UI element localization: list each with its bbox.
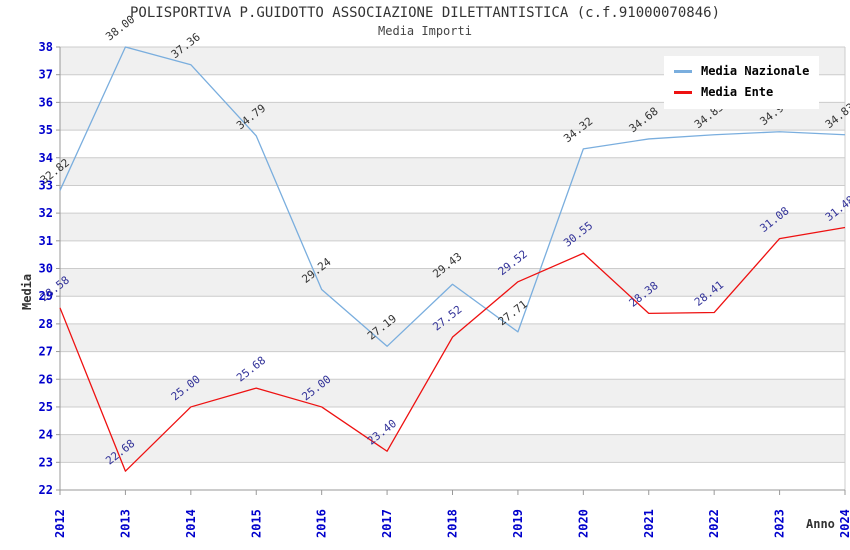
y-axis-tick-label: 28 (39, 317, 53, 331)
x-axis-tick-label: 2016 (315, 509, 329, 538)
x-axis-tick-label: 2022 (707, 509, 721, 538)
x-axis-tick-label: 2023 (773, 509, 787, 538)
y-axis-tick-label: 36 (39, 95, 53, 109)
y-axis-tick-label: 26 (39, 372, 53, 386)
legend-label-media-ente: Media Ente (701, 85, 774, 99)
y-axis-tick-label: 33 (39, 178, 53, 192)
x-axis-tick-label: 2014 (184, 509, 198, 538)
y-axis-tick-label: 38 (39, 40, 53, 54)
legend: Media Nazionale Media Ente (664, 56, 820, 109)
x-axis-tick-label: 2021 (642, 509, 656, 538)
x-axis-tick-label: 2024 (838, 509, 850, 538)
legend-item-media-nazionale: Media Nazionale (674, 61, 809, 82)
y-axis-tick-label: 22 (39, 483, 53, 497)
grid-band (60, 157, 845, 186)
y-axis-tick-label: 24 (39, 428, 53, 442)
y-axis-tick-label: 34 (39, 151, 53, 165)
x-axis-tick-label: 2012 (53, 509, 67, 538)
y-axis-tick-label: 23 (39, 455, 53, 469)
x-axis-tick-label: 2015 (249, 509, 263, 538)
legend-line-icon-ente (674, 91, 692, 94)
legend-label-media-nazionale: Media Nazionale (701, 64, 810, 78)
y-axis-tick-label: 30 (39, 262, 53, 276)
chart-title: POLISPORTIVA P.GUIDOTTO ASSOCIAZIONE DIL… (129, 5, 720, 21)
legend-item-media-ente: Media Ente (674, 82, 809, 103)
series-line-nazionale (59, 46, 846, 347)
data-point-label: 31.48 (823, 193, 850, 224)
y-axis-tick-label: 25 (39, 400, 53, 414)
legend-line-icon-nazionale (674, 70, 692, 73)
y-axis-tick-label: 29 (39, 289, 53, 303)
y-axis-tick-label: 32 (39, 206, 53, 220)
y-axis-tick-label: 35 (39, 123, 53, 137)
x-axis-tick-label: 2017 (380, 509, 394, 538)
x-axis-tick-label: 2018 (446, 509, 460, 538)
grid-band (60, 213, 845, 241)
grid-band (60, 268, 845, 297)
x-axis-title: Anno (806, 517, 835, 531)
x-axis-tick-label: 2019 (511, 509, 525, 538)
y-axis-title: Media (20, 274, 34, 310)
x-axis-tick-label: 2013 (118, 509, 132, 538)
chart-subtitle: Media Importi (378, 24, 472, 38)
y-axis-tick-label: 31 (39, 234, 53, 248)
grid-band (60, 434, 845, 463)
x-axis-tick-label: 2020 (576, 509, 590, 538)
grid-band (60, 379, 845, 407)
y-axis-tick-label: 37 (39, 68, 53, 82)
series-line-ente (59, 226, 846, 472)
y-axis-tick-label: 27 (39, 345, 53, 359)
